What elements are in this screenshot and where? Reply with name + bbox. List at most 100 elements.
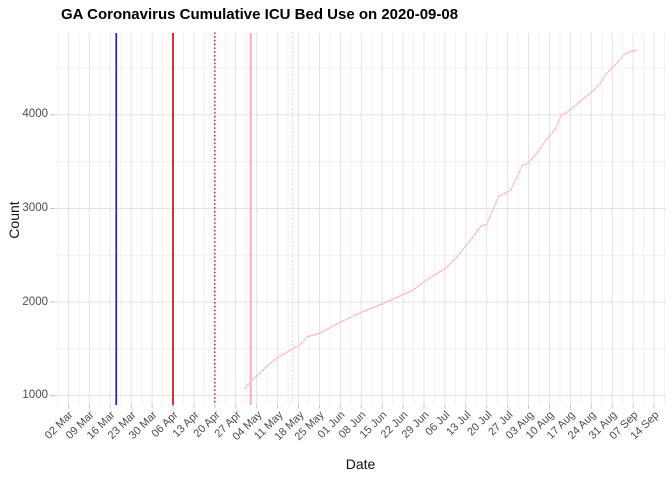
- series-point: [429, 277, 431, 279]
- series-point: [393, 297, 395, 300]
- series-point: [629, 50, 631, 53]
- series-point: [560, 114, 563, 116]
- series-point: [456, 256, 458, 258]
- series-point: [527, 161, 530, 164]
- series-point: [491, 209, 494, 212]
- series-point: [381, 303, 383, 305]
- series-point: [423, 281, 425, 283]
- series-point: [533, 155, 536, 157]
- series-point: [444, 268, 446, 270]
- series-point: [411, 290, 413, 292]
- series-point: [312, 334, 315, 336]
- series-line: [244, 49, 637, 389]
- series-point: [485, 223, 488, 226]
- series-point: [587, 93, 590, 96]
- series-point: [515, 177, 518, 179]
- series-point: [342, 320, 345, 322]
- series-point: [530, 158, 533, 160]
- series-point: [366, 309, 368, 311]
- series-point: [417, 285, 419, 288]
- series-point: [617, 60, 619, 63]
- series-point: [321, 331, 324, 333]
- series-point: [408, 291, 410, 293]
- series-point: [279, 355, 282, 357]
- y-axis-title: Count: [6, 201, 22, 239]
- series-point: [339, 321, 342, 323]
- series-point: [405, 292, 407, 295]
- series-point: [426, 279, 428, 281]
- series-point: [563, 112, 566, 115]
- series-point: [605, 72, 607, 75]
- series-point: [432, 275, 434, 277]
- series-point: [566, 111, 569, 113]
- series-point: [554, 128, 557, 130]
- series-point: [539, 147, 542, 149]
- series-point: [414, 287, 416, 290]
- series-point: [593, 88, 596, 91]
- series-point: [420, 283, 422, 285]
- series-point: [477, 229, 479, 231]
- series-point: [632, 50, 634, 52]
- series-point: [354, 314, 357, 316]
- series-point: [333, 324, 336, 327]
- series-point: [468, 241, 470, 243]
- series-point: [285, 351, 288, 354]
- series-point: [524, 163, 527, 165]
- series-point: [267, 364, 270, 366]
- series-point: [459, 252, 461, 255]
- series-point: [306, 335, 309, 338]
- series-point: [614, 64, 616, 66]
- series-point: [324, 329, 327, 331]
- series-point: [378, 304, 380, 306]
- series-point: [474, 233, 476, 235]
- series-point: [291, 348, 294, 350]
- y-tick-label: 1000: [22, 389, 48, 402]
- series-point: [318, 332, 321, 335]
- series-point: [252, 378, 255, 380]
- series-point: [384, 301, 386, 304]
- y-tick-label: 3000: [22, 201, 48, 214]
- series-point: [509, 189, 512, 191]
- series-point: [608, 70, 610, 72]
- series-point: [327, 327, 330, 330]
- series-point: [390, 299, 392, 301]
- series-point: [243, 387, 246, 390]
- series-point: [294, 346, 297, 349]
- series-point: [282, 353, 285, 355]
- chart-title: GA Coronavirus Cumulative ICU Bed Use on…: [61, 6, 459, 23]
- series-point: [518, 170, 521, 173]
- series-point: [599, 82, 602, 84]
- series-point: [348, 317, 351, 319]
- series-point: [276, 356, 279, 359]
- series-point: [596, 85, 599, 88]
- series-point: [435, 273, 437, 275]
- x-axis-title: Date: [345, 456, 376, 472]
- series-point: [488, 216, 491, 219]
- series-point: [357, 313, 360, 315]
- series-point: [315, 333, 318, 335]
- series-point: [351, 315, 354, 318]
- series-point: [255, 375, 258, 377]
- series-point: [512, 183, 515, 185]
- series-point: [309, 335, 312, 337]
- series-point: [258, 372, 261, 374]
- series-point: [471, 237, 473, 239]
- series-point: [551, 131, 554, 134]
- series-point: [450, 262, 452, 264]
- series-point: [620, 57, 622, 59]
- series-point: [396, 296, 398, 298]
- series-point: [590, 91, 593, 93]
- series-point: [360, 311, 362, 314]
- series-point: [548, 135, 551, 137]
- series-point: [246, 384, 249, 386]
- series-point: [542, 142, 545, 145]
- y-tick-label: 2000: [22, 295, 48, 308]
- series-point: [506, 191, 509, 193]
- series-point: [497, 195, 500, 198]
- series-point: [626, 52, 628, 54]
- series-point: [545, 138, 548, 140]
- series-point: [611, 67, 613, 69]
- series-point: [465, 245, 467, 247]
